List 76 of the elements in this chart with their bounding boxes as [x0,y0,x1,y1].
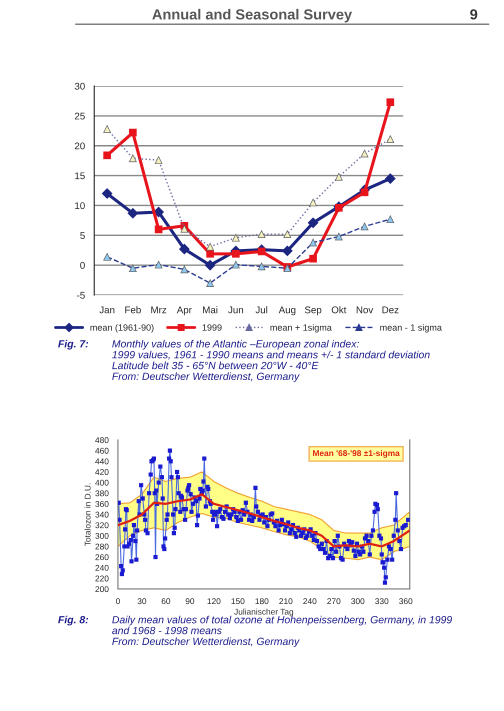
point [204,260,216,270]
x-tick-label: Mrz [151,306,166,314]
x-tick-label: 240 [303,598,316,604]
x-tick-label: Apr [176,306,192,316]
x-tick-label: 30 [138,598,146,604]
point [309,254,317,262]
y-tick-label: 30 [74,82,85,90]
x-tick-label: 300 [351,598,364,604]
y-tick-label: 400 [95,480,109,486]
point [179,244,190,254]
y-tick-label: 340 [95,512,109,518]
legend-label: mean - 1 sigma [380,324,442,333]
y-tick-label: 320 [95,522,109,528]
point [103,151,111,160]
y-tick-label: 10 [75,202,85,210]
text: 9 [470,9,478,20]
y-tick-label: 5 [80,232,85,239]
y-tick-label: 240 [95,564,109,571]
text: Monthly values of the Atlantic –European zonal index: 1999 values, 1961 - 1990 means and means +/- 1 standard deviation Latitude belt 35 - 65°N between 20°W - 40°E From: Deutscher Wetterdienst, Germany [112,340,430,382]
y-axis-title: Totalozon in D.U. [84,484,91,546]
y-tick-label: 25 [74,112,85,120]
y-tick-label: 0 [80,262,85,269]
x-tick-label: Okt [332,306,346,314]
text: Daily mean values of total ozone at Hohenpeissenberg, Germany, in 1999 and 1968 - 1998 means From: Deutscher Wetterdienst, Germany [112,616,452,648]
x-tick-label: Jul [256,306,268,314]
point [128,208,138,219]
point [206,250,214,258]
y-tick-label: 220 [95,576,109,582]
x-tick-label: 180 [256,598,268,604]
point [102,188,112,199]
y-tick-label: 300 [95,532,109,539]
y-tick-label: -5 [77,292,85,299]
point [360,188,368,196]
x-tick-label: Dez [382,306,398,314]
x-tick-label: Sep [304,306,322,316]
x-tick-label: Nov [356,306,374,314]
x-tick-label: Jan [99,306,114,314]
text: Mean '68-'98 ±1-sigma [313,450,400,458]
y-tick-label: 380 [95,490,109,496]
x-tick-label: 0 [116,598,120,604]
chart-title: Annual and Seasonal Survey [152,8,352,22]
point [282,246,293,256]
y-tick-label: 480 [95,437,109,444]
x-tick-label: Mai [203,306,218,314]
y-tick-label: 280 [95,544,109,550]
y-tick-label: 360 [95,501,109,507]
x-tick-label: 120 [208,598,220,604]
y-tick-label: 20 [74,142,85,150]
y-tick-label: 440 [95,458,109,464]
point [129,128,137,136]
x-tick-label: 60 [162,598,170,604]
point [154,226,162,234]
caption: Fig. 8: [58,616,88,626]
x-tick-label: 210 [279,598,292,604]
y-tick-label: 15 [75,172,85,180]
legend-label: mean + 1sigma [270,324,332,333]
x-tick-label: 150 [232,598,244,604]
x-tick-label: 330 [375,598,388,604]
x-tick-label: Aug [278,306,296,316]
x-tick-label: 90 [186,598,194,604]
legend-label: mean (1961-90) [90,324,154,333]
x-tick-label: Jun [228,306,244,314]
y-tick-label: 200 [95,586,109,592]
caption: Fig. 7: [58,340,88,350]
x-tick-label: Feb [125,306,141,314]
point [386,98,394,106]
point [232,250,240,258]
x-axis-title: Julianischer Tag [234,608,294,616]
y-tick-label: 420 [95,469,109,475]
x-tick-label: 270 [327,598,340,604]
legend-label: 1999 [202,324,222,331]
point [308,218,318,228]
y-tick-label: 260 [95,554,109,560]
y-tick-label: 460 [95,448,109,454]
point [385,173,396,184]
x-tick-label: 360 [399,598,412,604]
